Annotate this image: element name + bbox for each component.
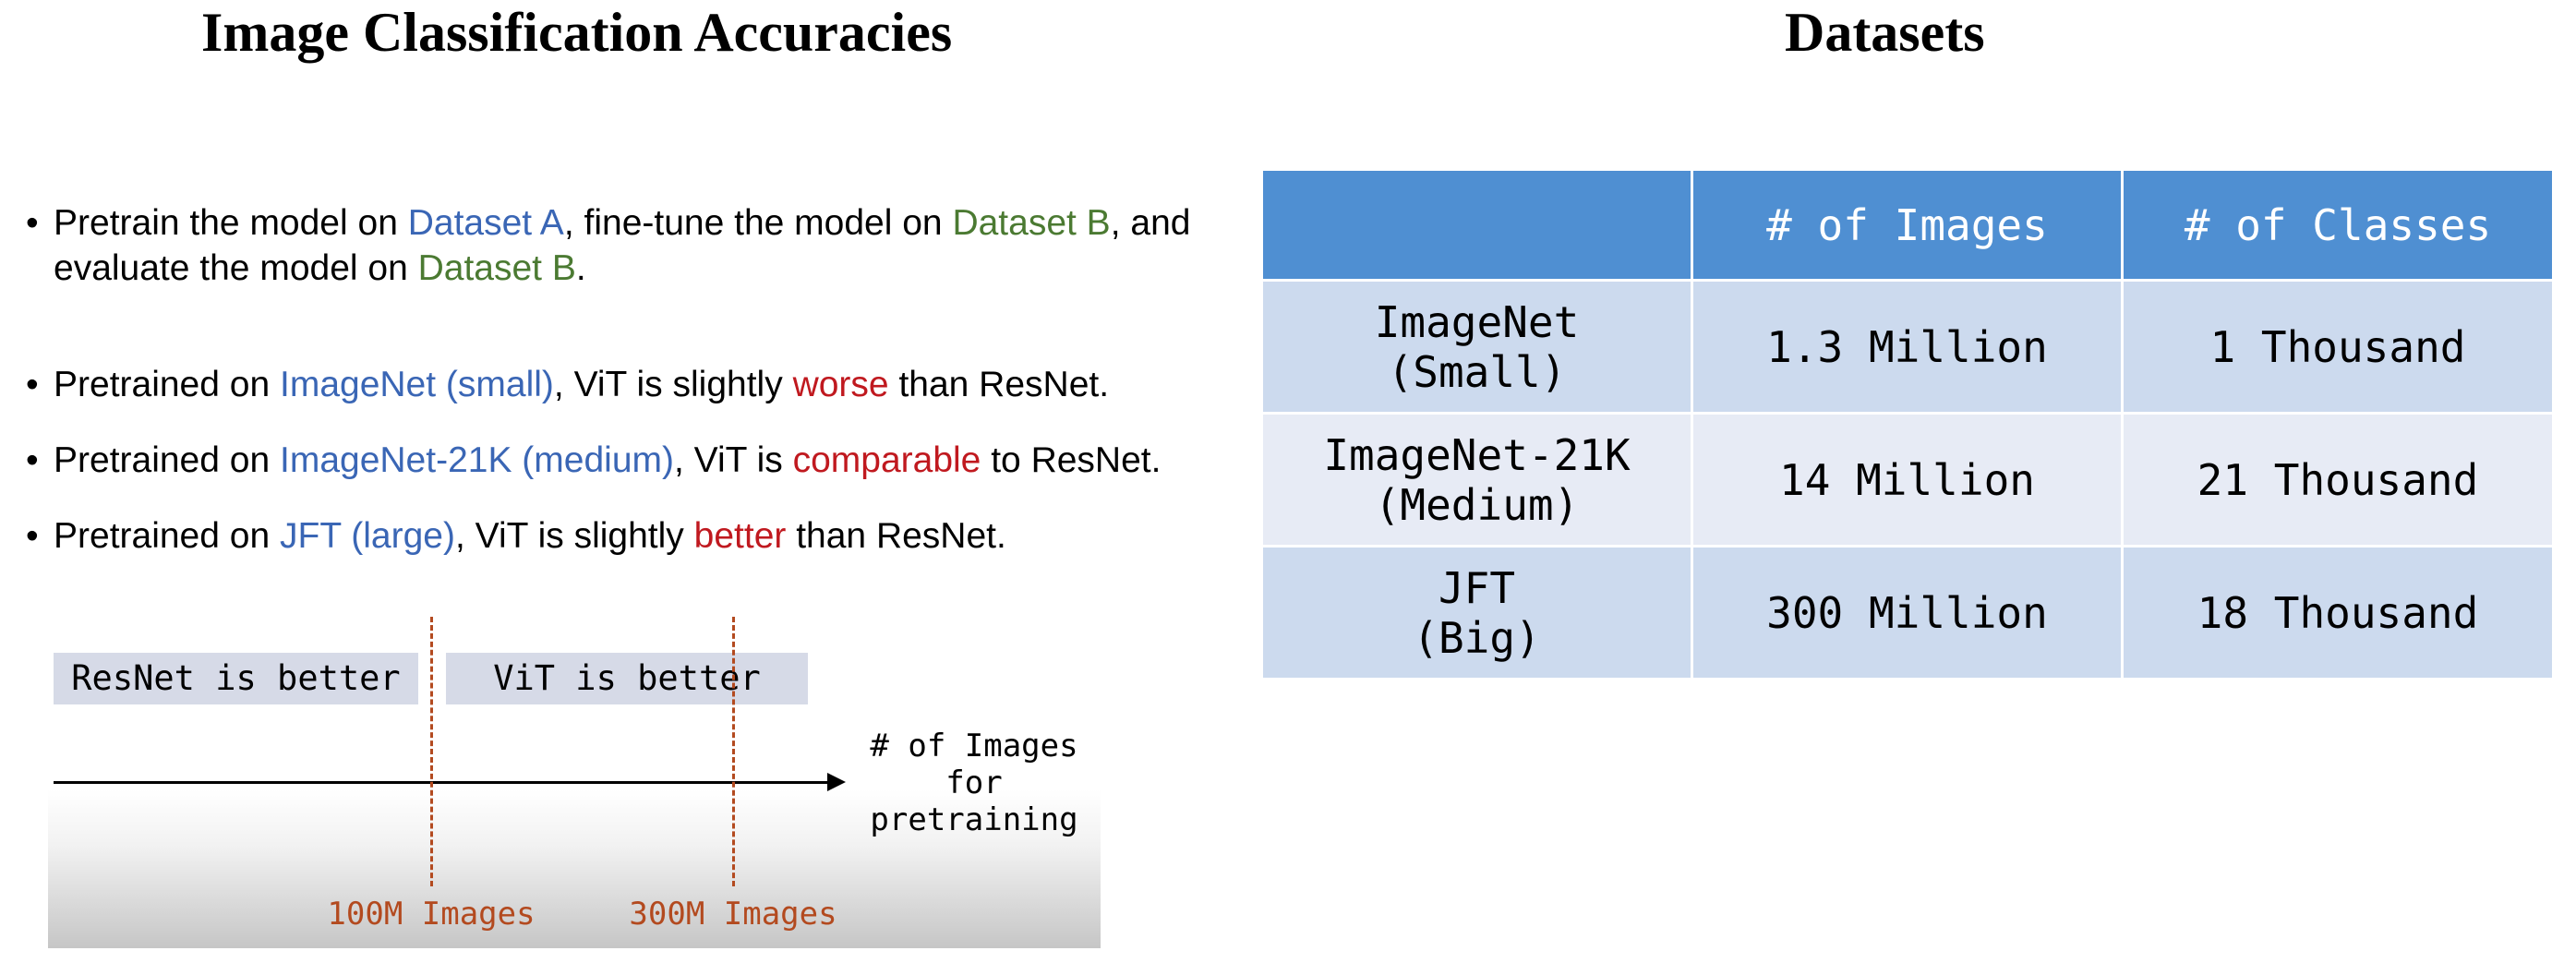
dataset-name-cell: JFT (Big) (1260, 545, 1693, 680)
header-num-classes: # of Classes (2121, 168, 2555, 282)
threshold-line-100m (430, 617, 433, 886)
bullet-segment: , ViT is (673, 440, 793, 480)
diagram-gradient-background (48, 789, 1101, 948)
bullet-segment: , fine-tune the model on (563, 203, 953, 243)
bullet-segment: to ResNet. (981, 440, 1162, 480)
dataset-a-highlight: Dataset A (407, 203, 564, 243)
axis-label-line: # of Images (870, 728, 1078, 764)
datasets-table: # of Images # of Classes ImageNet (Small… (1260, 168, 2555, 680)
dataset-size: (Big) (1413, 612, 1541, 663)
images-cell: 1.3 Million (1691, 279, 2124, 415)
table-row: ImageNet (Small) 1.3 Million 1 Thousand (1260, 279, 2555, 415)
dataset-name: JFT (1438, 562, 1516, 613)
bullet-dot: • (26, 516, 39, 556)
vit-better-label: ViT is better (446, 653, 808, 704)
dataset-size: (Small) (1387, 346, 1567, 397)
axis-arrow-icon (827, 773, 846, 791)
bullet-dot: • (26, 203, 39, 243)
bullet-segment: . (575, 248, 586, 288)
comparison-highlight: worse (792, 365, 889, 404)
left-section-title: Image Classification Accuracies (201, 2, 953, 63)
bullet-dot: • (26, 365, 39, 404)
classes-cell: 18 Thousand (2121, 545, 2555, 680)
images-cell: 300 Million (1691, 545, 2124, 680)
dataset-size: (Medium) (1374, 479, 1580, 530)
bullet-segment: than ResNet. (786, 516, 1006, 556)
classes-cell: 1 Thousand (2121, 279, 2555, 415)
bullet-item-imagenet-21k: • Pretrained on ImageNet-21K (medium), V… (26, 438, 1217, 483)
dataset-highlight: ImageNet (small) (280, 365, 554, 404)
threshold-label-300m: 300M Images (629, 896, 837, 933)
bullet-text: Pretrained on JFT (large), ViT is slight… (26, 513, 1217, 559)
images-cell: 14 Million (1691, 412, 2124, 548)
dataset-highlight: ImageNet-21K (medium) (280, 440, 674, 480)
axis-line (54, 781, 829, 784)
bullet-segment: Pretrained on (54, 365, 280, 404)
comparison-highlight: comparable (792, 440, 981, 480)
threshold-label-100m: 100M Images (327, 896, 536, 933)
classes-cell: 21 Thousand (2121, 412, 2555, 548)
bullet-segment: Pretrained on (54, 440, 280, 480)
dataset-name-cell: ImageNet (Small) (1260, 279, 1693, 415)
bullet-text: Pretrain the model on Dataset A, fine-tu… (26, 200, 1217, 291)
bullet-item-imagenet: • Pretrained on ImageNet (small), ViT is… (26, 362, 1217, 407)
header-num-images: # of Images (1691, 168, 2124, 282)
table-row: ImageNet-21K (Medium) 14 Million 21 Thou… (1260, 412, 2555, 548)
table-row: JFT (Big) 300 Million 18 Thousand (1260, 545, 2555, 680)
axis-label-line: pretraining (870, 801, 1078, 838)
bullet-segment: Pretrain the model on (54, 203, 408, 243)
bullet-item-pretrain-setup: • Pretrain the model on Dataset A, fine-… (26, 200, 1217, 291)
dataset-b-highlight: Dataset B (952, 203, 1111, 243)
axis-label-line: for (945, 764, 1003, 801)
axis-label: # of Images for pretraining (859, 728, 1089, 838)
bullet-segment: , ViT is slightly (454, 516, 694, 556)
bullet-dot: • (26, 440, 39, 480)
right-section-title: Datasets (1785, 2, 1985, 63)
comparison-highlight: better (693, 516, 787, 556)
bullet-segment: than ResNet. (888, 365, 1110, 404)
dataset-name: ImageNet (1374, 296, 1580, 347)
dataset-highlight: JFT (large) (280, 516, 455, 556)
threshold-line-300m (732, 617, 735, 886)
dataset-name: ImageNet-21K (1323, 429, 1631, 480)
bullet-text: Pretrained on ImageNet (small), ViT is s… (26, 362, 1217, 407)
bullet-text: Pretrained on ImageNet-21K (medium), ViT… (26, 438, 1217, 483)
bullet-segment: , and evaluate the model on (54, 203, 1191, 288)
bullet-item-jft: • Pretrained on JFT (large), ViT is slig… (26, 513, 1217, 559)
header-dataset (1260, 168, 1693, 282)
bullet-segment: , ViT is slightly (553, 365, 793, 404)
bullet-segment: Pretrained on (54, 516, 280, 556)
table-header-row: # of Images # of Classes (1260, 168, 2555, 282)
dataset-b-highlight: Dataset B (417, 248, 576, 288)
resnet-better-label: ResNet is better (54, 653, 418, 704)
dataset-name-cell: ImageNet-21K (Medium) (1260, 412, 1693, 548)
